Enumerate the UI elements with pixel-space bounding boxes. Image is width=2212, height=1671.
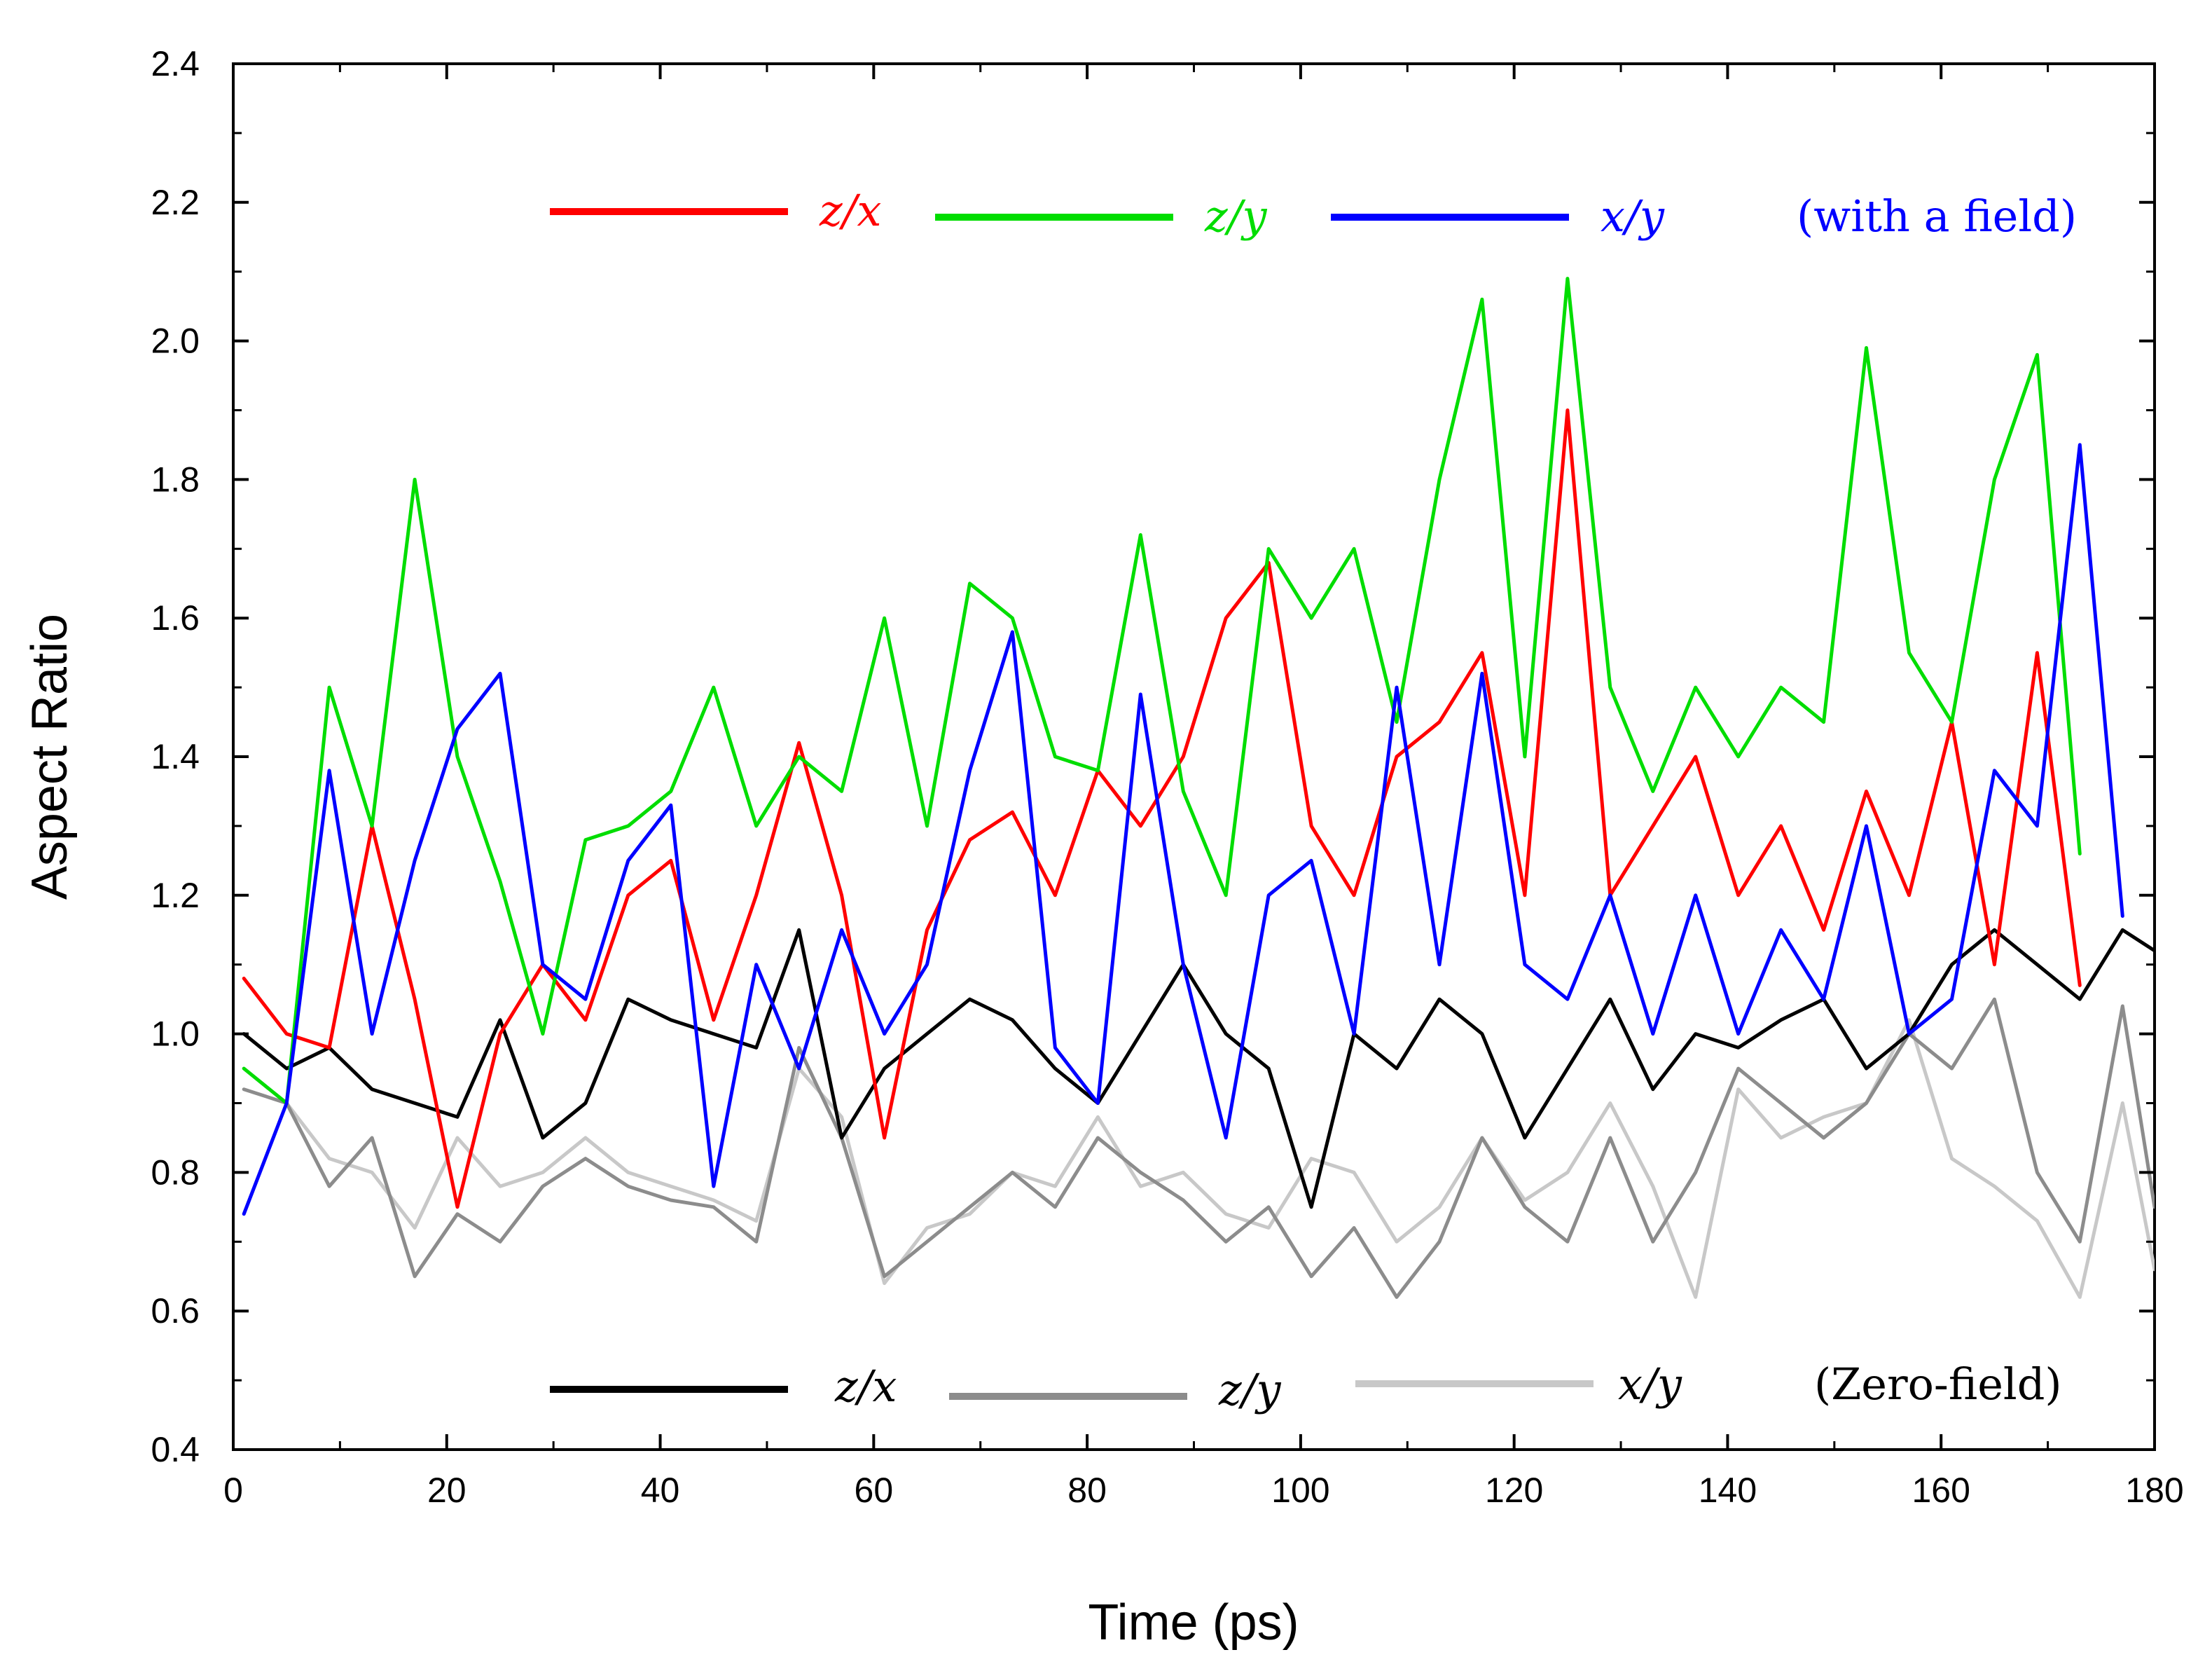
x-tick-label: 0 (223, 1471, 243, 1510)
legend-label-xy-zero: x/y (1618, 1359, 1682, 1410)
legend-label-zy-zero: z/y (1218, 1364, 1282, 1415)
x-axis-title: Time (ps) (1088, 1595, 1299, 1651)
legend-note-zero-field: (Zero-field) (1814, 1359, 2062, 1410)
y-tick-label: 2.4 (151, 44, 200, 83)
y-tick-label: 1.8 (151, 460, 200, 499)
x-axis: 0 20 40 60 80 100 120 140 160 180 (223, 64, 2184, 1510)
y-tick-label: 1.2 (151, 876, 200, 915)
x-tick-label: 160 (1912, 1471, 1970, 1510)
y-axis-title: Aspect Ratio (22, 614, 78, 900)
series-line-xy-with-field (242, 443, 2124, 1216)
plot-area (242, 277, 2155, 1299)
x-tick-label: 40 (641, 1471, 680, 1510)
x-tick-label: 80 (1067, 1471, 1107, 1510)
y-tick-label: 1.6 (151, 598, 200, 638)
legend-label-xy-field: x/y (1601, 191, 1665, 242)
y-tick-label: 0.6 (151, 1291, 200, 1330)
legend-label-zx-field: z/x (819, 185, 882, 236)
x-tick-label: 20 (427, 1471, 466, 1510)
x-tick-label: 100 (1271, 1471, 1329, 1510)
legend-with-field: z/x z/y x/y (with a field) (550, 185, 2077, 242)
y-axis: 0.4 0.6 0.8 1.0 1.2 1.4 1.6 1.8 2.0 2.2 2.4 (151, 44, 2155, 1469)
series-line-zy-with-field (242, 277, 2082, 1105)
y-tick-label: 0.4 (151, 1430, 200, 1469)
y-tick-label: 2.0 (151, 322, 200, 361)
y-tick-label: 0.8 (151, 1153, 200, 1192)
x-tick-label: 120 (1485, 1471, 1543, 1510)
y-tick-label: 1.0 (151, 1015, 200, 1054)
legend-label-zy-field: z/y (1204, 191, 1268, 242)
legend-note-with-field: (with a field) (1797, 191, 2077, 242)
series-line-xy-zero-field (242, 1018, 2155, 1299)
x-tick-label: 140 (1699, 1471, 1757, 1510)
legend-zero-field: z/x z/y x/y (Zero-field) (550, 1359, 2062, 1415)
legend-label-zx-zero: z/x (834, 1361, 897, 1412)
series-line-zx-with-field (242, 408, 2082, 1209)
x-tick-label: 60 (855, 1471, 894, 1510)
y-tick-label: 1.4 (151, 737, 200, 776)
series-line-zx-zero-field (242, 928, 2155, 1209)
series-line-zy-zero-field (242, 997, 2155, 1299)
plot-frame (232, 62, 2156, 1451)
y-tick-label: 2.2 (151, 183, 200, 222)
x-tick-label: 180 (2125, 1471, 2183, 1510)
